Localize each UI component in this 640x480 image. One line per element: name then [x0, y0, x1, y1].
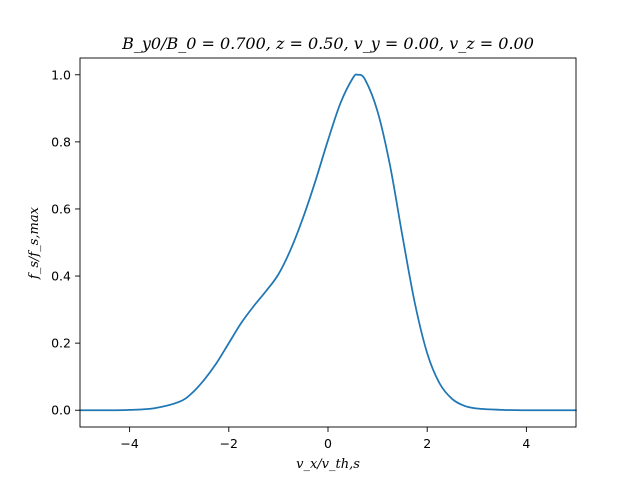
x-tick-label: −4	[120, 436, 138, 451]
y-tick-label: 0.4	[51, 269, 71, 284]
x-axis: −4 −2 0 2 4	[120, 427, 530, 451]
y-tick-label: 0.2	[51, 336, 71, 351]
chart-title: B_y0/B_0 = 0.700, z = 0.50, v_y = 0.00, …	[121, 34, 534, 53]
y-tick-label: 0.8	[51, 134, 71, 149]
y-axis: 0.0 0.2 0.4 0.6 0.8 1.0	[51, 67, 80, 418]
x-tick-label: 0	[324, 436, 332, 451]
x-axis-label: v_x/v_th,s	[296, 457, 360, 472]
series-line	[79, 73, 577, 412]
y-tick-label: 0.6	[51, 201, 71, 216]
y-axis-label: f_s/f_s,max	[27, 206, 42, 280]
x-tick-label: −2	[220, 436, 238, 451]
x-tick-label: 4	[522, 436, 530, 451]
y-tick-label: 1.0	[51, 67, 71, 82]
x-tick-label: 2	[423, 436, 431, 451]
plot-area	[79, 73, 577, 412]
y-tick-label: 0.0	[51, 403, 71, 418]
